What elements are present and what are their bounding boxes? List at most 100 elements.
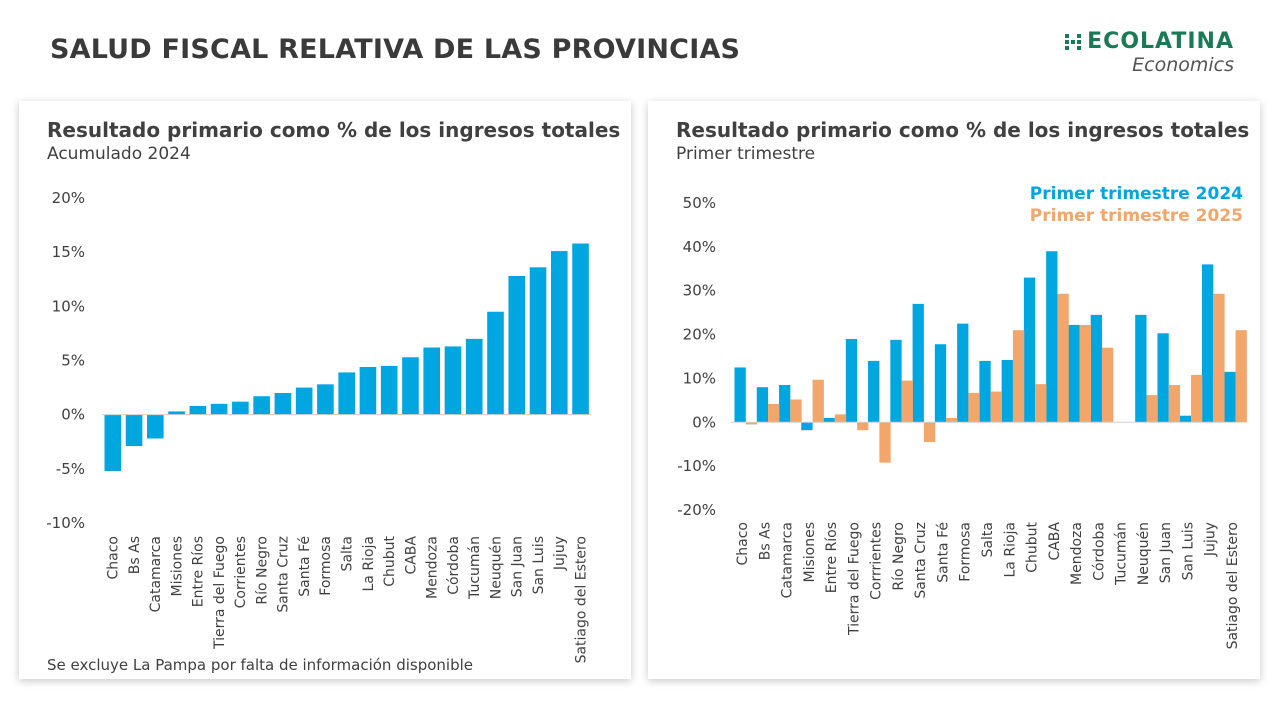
category-label: CABA: [403, 536, 419, 575]
category-label: Formosa: [958, 522, 974, 582]
bar: [210, 403, 228, 415]
category-label: La Rioja: [361, 536, 377, 591]
category-label: Catamarca: [780, 522, 796, 598]
chart-panel-right: Resultado primario como % de los ingreso…: [648, 101, 1260, 679]
category-label: Mendoza: [1069, 522, 1085, 585]
bar: [487, 311, 504, 415]
category-label: San Juan: [510, 536, 526, 597]
category-label: Satiago del Estero: [573, 536, 589, 663]
category-label: Misiones: [802, 522, 818, 583]
ecolatina-logo: ECOLATINA Economics: [1065, 30, 1234, 76]
bar: [125, 414, 143, 447]
category-label: Formosa: [318, 536, 334, 596]
bar: [1157, 333, 1169, 423]
legend-entry: Primer trimestre 2024: [1030, 184, 1243, 204]
bar: [790, 399, 802, 423]
bar: [979, 360, 991, 423]
category-label: Tierra del Fuego: [212, 536, 228, 650]
category-label: Corrientes: [233, 536, 249, 608]
category-label: Corrrientes: [869, 522, 885, 600]
bar: [1191, 374, 1203, 423]
bar: [912, 303, 924, 423]
y-tick-label: 10%: [52, 297, 85, 315]
bar: [529, 267, 547, 415]
bar: [1168, 385, 1181, 423]
category-label: Salta: [980, 522, 996, 557]
bar: [572, 243, 589, 415]
logo-subtitle: Economics: [1132, 54, 1234, 76]
category-label: Santa Cruz: [913, 522, 929, 599]
category-label: Entre Ríos: [824, 522, 840, 593]
bar: [253, 396, 270, 415]
category-label: CABA: [1047, 522, 1063, 561]
bar: [1135, 314, 1147, 423]
category-label: Chaco: [735, 522, 751, 566]
bar: [1224, 371, 1236, 423]
category-label: Córdoba: [446, 536, 462, 595]
bar: [779, 385, 791, 423]
category-label: Entre Ríos: [191, 536, 207, 607]
bar: [957, 323, 969, 423]
bar: [1046, 251, 1058, 423]
bar: [890, 339, 902, 423]
category-label: Córdoba: [1091, 522, 1107, 581]
category-label: Río Negro: [891, 522, 907, 591]
bar: [1012, 330, 1025, 423]
category-label: Chaco: [106, 536, 122, 580]
bar: [1057, 293, 1069, 423]
y-tick-label: 20%: [683, 326, 716, 344]
bar: [104, 414, 122, 471]
bar: [745, 422, 758, 425]
bar: [1035, 384, 1047, 423]
category-label: Bs As: [127, 536, 143, 574]
category-label: Santa Fé: [297, 536, 313, 597]
category-label: Catamarca: [148, 536, 164, 612]
bar: [465, 338, 483, 415]
category-label: Jujuy: [552, 536, 568, 571]
bar: [444, 346, 462, 415]
grid-logo-icon: [1065, 34, 1082, 50]
category-label: Jujuy: [1203, 522, 1219, 557]
category-label: Bs As: [757, 522, 773, 560]
footnote: Se excluye La Pampa por falta de informa…: [47, 656, 473, 674]
y-tick-label: 0%: [61, 406, 85, 424]
bar: [1213, 293, 1225, 423]
y-tick-label: 20%: [52, 189, 85, 207]
category-label: Satiago del Estero: [1225, 522, 1241, 649]
category-label: Tucumán: [467, 536, 483, 600]
category-label: Salta: [340, 536, 356, 571]
bar: [189, 406, 207, 415]
bar-chart-trimestre: -20% -10% 0% 10% 20% 30% 40% 50% Chaco Bs As Catam…: [677, 184, 1247, 649]
bar: [232, 401, 249, 415]
bar: [901, 380, 913, 423]
y-tick-label: -10%: [677, 457, 716, 475]
bar: [1235, 330, 1247, 423]
bar: [990, 391, 1002, 423]
bar: [1179, 415, 1192, 423]
bar: [274, 393, 292, 415]
category-label: Santa Fé: [935, 522, 951, 583]
bar: [1090, 314, 1102, 423]
y-tick-label: 0%: [692, 413, 716, 431]
bar: [801, 422, 813, 431]
y-tick-label: 5%: [61, 352, 85, 370]
bar: [756, 387, 769, 423]
chart-subtitle: Acumulado 2024: [47, 144, 191, 164]
bar: [295, 387, 313, 415]
bar: [868, 360, 880, 423]
category-label: Santa Cruz: [276, 536, 292, 613]
bar: [768, 403, 780, 423]
bar: [168, 411, 185, 415]
category-label: Chubut: [1025, 522, 1041, 573]
bar: [845, 338, 858, 423]
y-tick-label: -5%: [56, 460, 85, 478]
page-title: SALUD FISCAL RELATIVA DE LAS PROVINCIAS: [50, 34, 741, 65]
bar: [402, 357, 419, 415]
category-label: San Juan: [1158, 522, 1174, 583]
bar: [1101, 347, 1114, 423]
y-tick-label: 15%: [52, 243, 85, 261]
category-label: Mendoza: [425, 536, 441, 599]
y-tick-label: 30%: [683, 282, 716, 300]
bar: [812, 379, 824, 423]
chart-panel-left: Resultado primario como % de los ingreso…: [19, 101, 631, 679]
